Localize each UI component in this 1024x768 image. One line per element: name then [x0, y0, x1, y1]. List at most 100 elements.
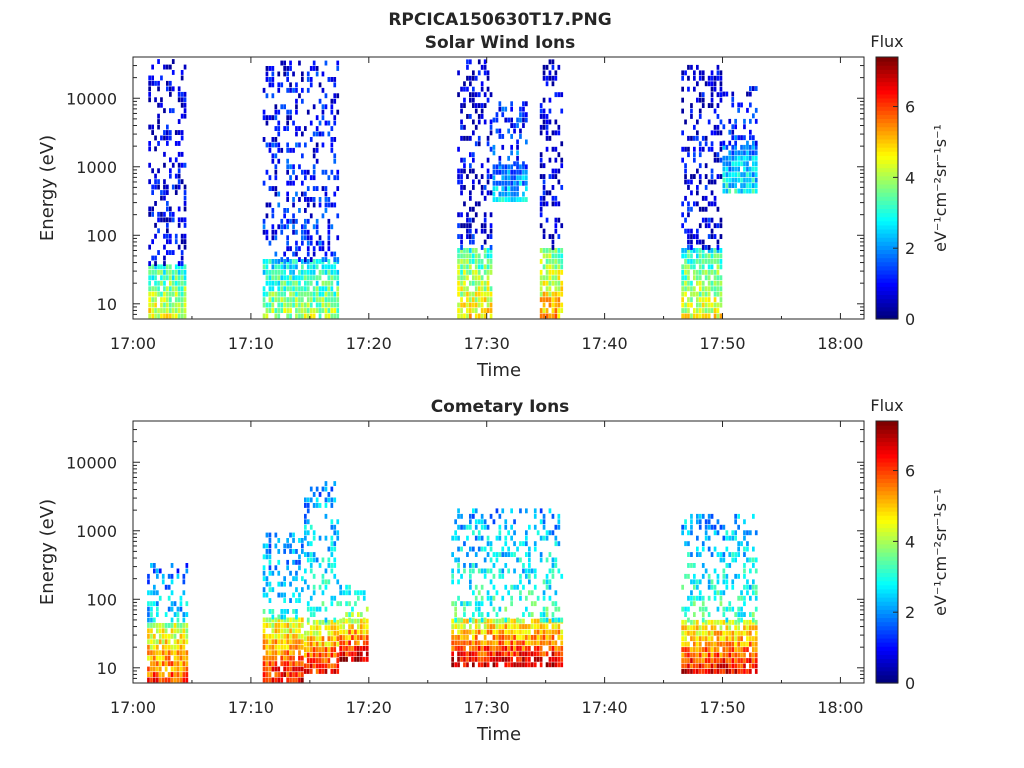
flux-cell — [309, 313, 313, 319]
flux-cell — [169, 286, 172, 292]
flux-cell — [533, 635, 537, 640]
flux-cell — [474, 75, 478, 81]
colorbar-segment — [876, 93, 898, 99]
flux-cell — [525, 139, 528, 145]
flux-cell — [495, 640, 499, 646]
flux-cell — [321, 302, 325, 308]
flux-cell — [156, 623, 159, 628]
flux-cell — [321, 269, 325, 275]
flux-cell — [525, 101, 528, 107]
flux-cell — [501, 640, 505, 646]
flux-cell — [286, 308, 289, 313]
flux-cell — [463, 291, 466, 297]
flux-cell — [166, 86, 169, 92]
flux-cell — [480, 103, 484, 108]
flux-cell — [690, 658, 693, 663]
flux-cell — [554, 259, 558, 264]
colorbar-segment — [876, 298, 898, 304]
flux-cell — [483, 546, 487, 552]
flux-cell — [722, 166, 726, 172]
flux-cell — [348, 612, 351, 617]
flux-cell — [183, 113, 187, 119]
flux-cell — [268, 661, 272, 667]
flux-cell — [704, 275, 708, 281]
y-tick-label: 100 — [86, 226, 117, 245]
flux-cell — [173, 601, 177, 607]
flux-cell — [277, 71, 281, 77]
flux-cell — [185, 650, 189, 656]
flux-cell — [460, 212, 463, 218]
flux-cell — [306, 530, 310, 536]
flux-cell — [327, 313, 331, 319]
flux-cell — [306, 246, 310, 252]
flux-cell — [539, 124, 543, 130]
flux-cell — [701, 647, 705, 652]
flux-cell — [542, 590, 546, 596]
flux-cell — [539, 212, 543, 218]
flux-cell — [725, 652, 729, 658]
flux-cell — [457, 302, 460, 308]
flux-cell — [492, 197, 496, 202]
flux-cell — [327, 246, 331, 252]
flux-cell — [271, 66, 275, 71]
flux-cell — [466, 601, 469, 607]
flux-cell — [510, 584, 513, 590]
flux-cell — [545, 530, 549, 536]
flux-cell — [690, 103, 693, 108]
flux-cell — [157, 264, 160, 270]
flux-cell — [315, 663, 319, 669]
flux-cell — [271, 628, 275, 634]
flux-cell — [710, 647, 714, 652]
flux-cell — [148, 75, 151, 81]
flux-cell — [495, 624, 499, 629]
flux-cell — [551, 573, 555, 579]
flux-cell — [154, 280, 157, 286]
flux-cell — [298, 666, 301, 672]
flux-cell — [489, 624, 493, 629]
flux-cell — [327, 308, 331, 313]
flux-cell — [351, 624, 354, 630]
flux-cell — [696, 652, 699, 658]
flux-cell — [157, 80, 160, 86]
flux-cell — [504, 624, 508, 629]
flux-cell — [277, 259, 281, 264]
flux-cell — [469, 152, 472, 158]
flux-cell — [489, 130, 493, 136]
flux-cell — [504, 656, 508, 662]
flux-cell — [271, 137, 275, 142]
flux-cell — [306, 508, 310, 514]
flux-cell — [486, 646, 490, 651]
flux-cell — [286, 644, 289, 650]
flux-cell — [542, 640, 546, 646]
flux-cell — [480, 617, 484, 623]
flux-cell — [716, 286, 720, 292]
flux-cell — [151, 80, 154, 86]
flux-cell — [169, 291, 172, 297]
flux-cell — [268, 598, 272, 603]
flux-cell — [743, 563, 746, 568]
flux-cell — [301, 297, 304, 303]
flux-cell — [510, 175, 513, 181]
flux-cell — [173, 639, 177, 645]
flux-cell — [182, 590, 186, 596]
flux-cell — [554, 248, 558, 253]
flux-cell — [472, 280, 475, 286]
flux-cell — [292, 180, 295, 186]
flux-cell — [292, 650, 295, 656]
flux-cell — [280, 644, 284, 650]
flux-cell — [466, 302, 469, 308]
flux-cell — [151, 297, 154, 303]
flux-cell — [154, 269, 157, 275]
flux-cell — [707, 658, 711, 663]
flux-cell — [277, 109, 281, 115]
flux-cell — [292, 559, 295, 565]
flux-cell — [710, 130, 714, 136]
flux-cell — [176, 661, 180, 667]
flux-cell — [339, 584, 342, 590]
flux-cell — [557, 286, 561, 292]
flux-cell — [749, 663, 752, 669]
flux-cell — [463, 524, 466, 530]
flux-cell — [148, 124, 151, 130]
flux-cell — [148, 91, 151, 97]
flux-cell — [466, 64, 469, 70]
